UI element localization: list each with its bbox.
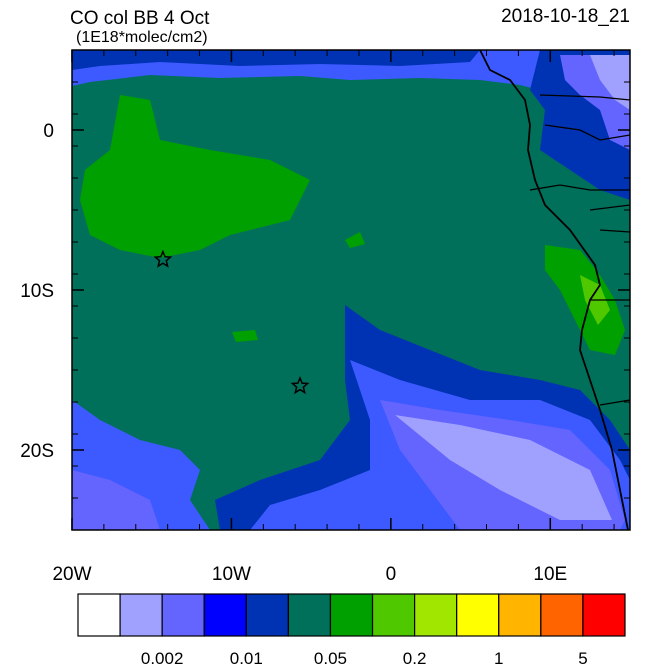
colorbar-label: 5 (578, 649, 587, 667)
colorbar-box (203, 593, 247, 637)
colorbar-box (119, 593, 163, 637)
colorbar-label: 0.05 (314, 649, 347, 667)
colorbar-label: 0.002 (141, 649, 184, 667)
x-tick-label: 10E (533, 564, 567, 585)
station-marker (153, 249, 173, 268)
x-tick-label: 0 (386, 564, 397, 585)
blue-region (72, 470, 160, 530)
colorbar-box (329, 593, 374, 637)
colorbar-box (371, 593, 416, 637)
light-region (395, 415, 612, 520)
green-region (345, 232, 365, 248)
dark-blue-region (72, 50, 480, 70)
y-tick-label: 10S (20, 281, 54, 302)
field (72, 50, 630, 530)
title: CO col BB 4 Oct (70, 8, 210, 29)
colorbar-box (540, 593, 584, 637)
colorbar-box (77, 593, 121, 637)
light-region (590, 55, 630, 110)
colorbar-box (245, 593, 289, 637)
colorbar-label: 0.01 (230, 649, 263, 667)
colorbar-box (414, 593, 458, 637)
colorbar-box (287, 593, 332, 637)
blue-region (72, 50, 630, 120)
colorbar-box (498, 593, 542, 637)
x-tick-label: 20W (52, 564, 91, 585)
x-tick-label: 10W (212, 564, 251, 585)
subtitle: (1E18*molec/cm2) (76, 29, 208, 46)
date: 2018-10-18_21 (501, 6, 630, 27)
coastline (479, 50, 629, 530)
green-region (232, 330, 258, 342)
colorbar-label: 1 (494, 649, 503, 667)
colorbar-box (161, 593, 205, 637)
y-tick-label: 20S (20, 441, 54, 462)
colorbar-box (582, 593, 626, 637)
green-region (80, 95, 310, 258)
colorbar-box (456, 593, 500, 637)
station-marker (290, 376, 310, 395)
colorbar-label: 0.2 (403, 649, 427, 667)
border (529, 94, 630, 406)
y-tick-label: 0 (43, 121, 54, 142)
